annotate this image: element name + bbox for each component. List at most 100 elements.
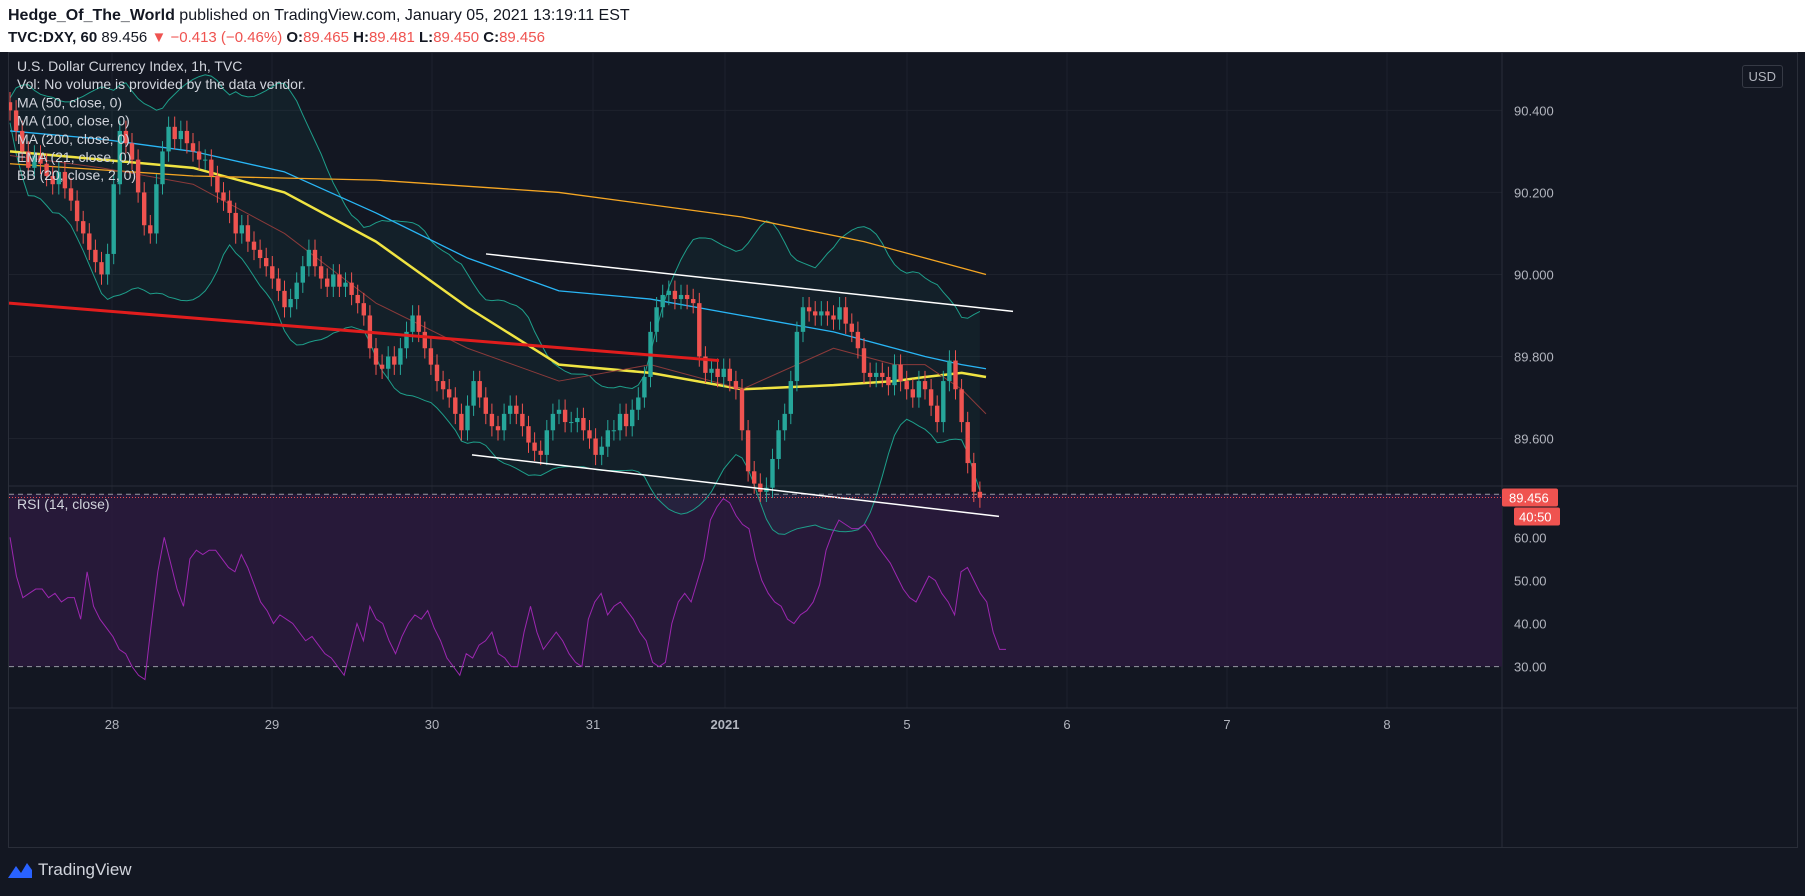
- symbol-line: TVC:DXY, 60 89.456 ▼ −0.413 (−0.46%) O:8…: [8, 29, 545, 46]
- brand-name: TradingView: [38, 860, 132, 879]
- low-value: 89.450: [433, 29, 480, 46]
- candle-down: [318, 266, 324, 279]
- candle-up: [331, 274, 336, 287]
- candle-down: [257, 249, 263, 259]
- price-tick-label: 89.800: [1514, 349, 1554, 364]
- ma200-line: [9, 163, 987, 276]
- legend-item: BB (20, close, 2, 0): [17, 167, 136, 183]
- candle-down: [392, 356, 397, 365]
- candle-down: [26, 151, 31, 168]
- candle-down: [532, 442, 537, 451]
- candle-down: [453, 397, 458, 414]
- candle-down: [715, 368, 720, 377]
- candle-up: [941, 381, 946, 423]
- rsi-legend-label: RSI (14, close): [17, 496, 110, 512]
- open-label: O:: [286, 29, 304, 46]
- tradingview-logo-icon: [8, 863, 32, 878]
- legend-item: EMA (21, close, 0): [17, 149, 131, 165]
- candle-down: [264, 258, 269, 267]
- chart-area[interactable]: 90.40090.20090.00089.80089.60070.0060.00…: [8, 52, 1798, 848]
- candle-down: [928, 389, 934, 406]
- candle-up: [916, 381, 922, 398]
- candle-down: [861, 348, 867, 373]
- candle-up: [776, 430, 781, 459]
- candle-down: [44, 163, 49, 177]
- tradingview-logo[interactable]: TradingView: [8, 860, 132, 880]
- candle-down: [123, 130, 129, 144]
- candle-down: [495, 426, 501, 431]
- candle-down: [691, 299, 696, 304]
- time-tick-label: 8: [1383, 717, 1390, 732]
- candle-down: [849, 323, 854, 332]
- time-tick-label: 5: [903, 717, 910, 732]
- rsi-tick-label: 30.00: [1514, 660, 1547, 675]
- candle-up: [678, 294, 684, 300]
- change-value: −0.413 (−0.46%): [170, 29, 283, 46]
- candle-down: [251, 241, 257, 250]
- candle-up: [544, 430, 549, 455]
- candle-up: [306, 249, 312, 267]
- candle-down: [20, 130, 25, 152]
- ma100-line: [9, 130, 987, 370]
- time-tick-label: 7: [1223, 717, 1230, 732]
- candle-down: [587, 430, 592, 439]
- lower-channel-line: [471, 454, 1000, 518]
- candle-up: [642, 376, 647, 398]
- candle-up: [660, 294, 665, 308]
- candle-up: [294, 282, 299, 300]
- candle-up: [508, 405, 513, 414]
- candle-down: [971, 463, 976, 492]
- candle-down: [867, 372, 873, 377]
- candle-down: [440, 381, 446, 390]
- countdown-tag-bg: [1514, 507, 1560, 526]
- rsi-tick-label: 40.00: [1514, 617, 1547, 632]
- candle-up: [111, 184, 116, 254]
- candle-down: [434, 364, 440, 382]
- candle-up: [611, 430, 617, 432]
- change-down-arrow-icon: ▼: [151, 29, 167, 46]
- candle-down: [489, 413, 495, 427]
- candle-down: [855, 331, 861, 349]
- candle-down: [221, 192, 226, 201]
- author-name[interactable]: Hedge_Of_The_World: [8, 7, 175, 24]
- candle-down: [593, 438, 598, 455]
- candle-down: [227, 200, 232, 213]
- time-tick-label: 29: [265, 717, 279, 732]
- price-chart-svg[interactable]: 90.40090.20090.00089.80089.60070.0060.00…: [9, 53, 1798, 848]
- candle-down: [245, 225, 251, 242]
- high-label: H:: [353, 29, 369, 46]
- candle-down: [703, 356, 708, 373]
- candle-down: [910, 389, 915, 398]
- candle-down: [752, 471, 757, 484]
- candle-up: [782, 413, 787, 431]
- header-bar: Hedge_Of_The_World published on TradingV…: [0, 0, 1805, 52]
- currency-button[interactable]: USD: [1741, 65, 1783, 88]
- candle-up: [770, 458, 775, 488]
- candle-down: [62, 171, 68, 189]
- legend-item: MA (50, close, 0): [17, 94, 122, 110]
- candle-up: [154, 184, 159, 234]
- candle-up: [288, 299, 293, 308]
- candle-down: [233, 212, 238, 234]
- candle-up: [56, 171, 61, 185]
- candle-up: [343, 282, 348, 287]
- candle-down: [142, 192, 147, 226]
- candle-down: [129, 143, 135, 160]
- time-tick-label: 6: [1063, 717, 1070, 732]
- candle-up: [465, 405, 470, 431]
- candle-up: [837, 307, 842, 320]
- candle-down: [99, 262, 104, 275]
- candle-down: [904, 381, 909, 390]
- candle-up: [575, 417, 580, 423]
- candle-down: [758, 483, 763, 492]
- candle-down: [9, 102, 13, 111]
- candle-down: [68, 188, 74, 201]
- candle-up: [239, 225, 244, 234]
- candle-down: [697, 303, 702, 357]
- candle-down: [312, 249, 318, 267]
- candle-up: [605, 430, 610, 447]
- candle-up: [160, 151, 165, 185]
- candle-down: [447, 389, 452, 398]
- candle-down: [422, 331, 427, 349]
- candle-down: [270, 266, 275, 279]
